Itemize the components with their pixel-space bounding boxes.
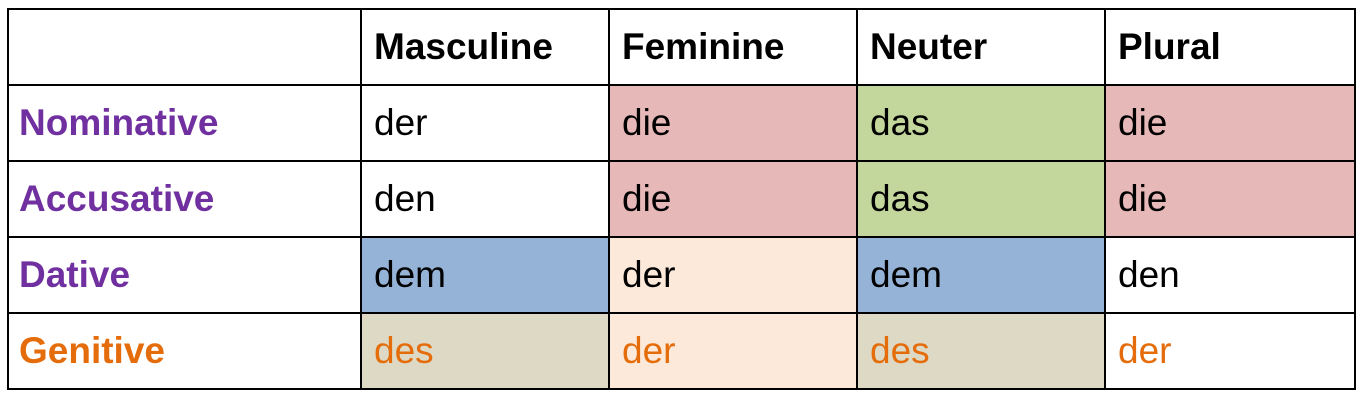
- header-plural: Plural: [1104, 8, 1356, 86]
- table-cell: dem: [856, 236, 1106, 314]
- header-masculine: Masculine: [360, 8, 610, 86]
- table-cell: des: [360, 312, 610, 390]
- table-cell: das: [856, 84, 1106, 162]
- table-cell: den: [1104, 236, 1356, 314]
- article-declension-table-container: Masculine Feminine Neuter Plural Nominat…: [7, 8, 1356, 390]
- article-declension-table: Masculine Feminine Neuter Plural Nominat…: [7, 8, 1356, 390]
- header-feminine: Feminine: [608, 8, 858, 86]
- row-label-nominative: Nominative: [7, 84, 362, 162]
- table-cell: die: [1104, 160, 1356, 238]
- table-row: Nominative der die das die: [7, 84, 1356, 162]
- table-cell: den: [360, 160, 610, 238]
- table-cell: dem: [360, 236, 610, 314]
- table-cell: der: [608, 312, 858, 390]
- header-neuter: Neuter: [856, 8, 1106, 86]
- table-cell: das: [856, 160, 1106, 238]
- corner-cell: [7, 8, 362, 86]
- table-cell: der: [1104, 312, 1356, 390]
- table-row: Accusative den die das die: [7, 160, 1356, 238]
- table-cell: die: [608, 160, 858, 238]
- table-cell: die: [608, 84, 858, 162]
- row-label-dative: Dative: [7, 236, 362, 314]
- table-cell: der: [360, 84, 610, 162]
- table-cell: der: [608, 236, 858, 314]
- table-cell: des: [856, 312, 1106, 390]
- table-row: Genitive des der des der: [7, 312, 1356, 390]
- row-label-accusative: Accusative: [7, 160, 362, 238]
- table-cell: die: [1104, 84, 1356, 162]
- row-label-genitive: Genitive: [7, 312, 362, 390]
- header-row: Masculine Feminine Neuter Plural: [7, 8, 1356, 86]
- table-row: Dative dem der dem den: [7, 236, 1356, 314]
